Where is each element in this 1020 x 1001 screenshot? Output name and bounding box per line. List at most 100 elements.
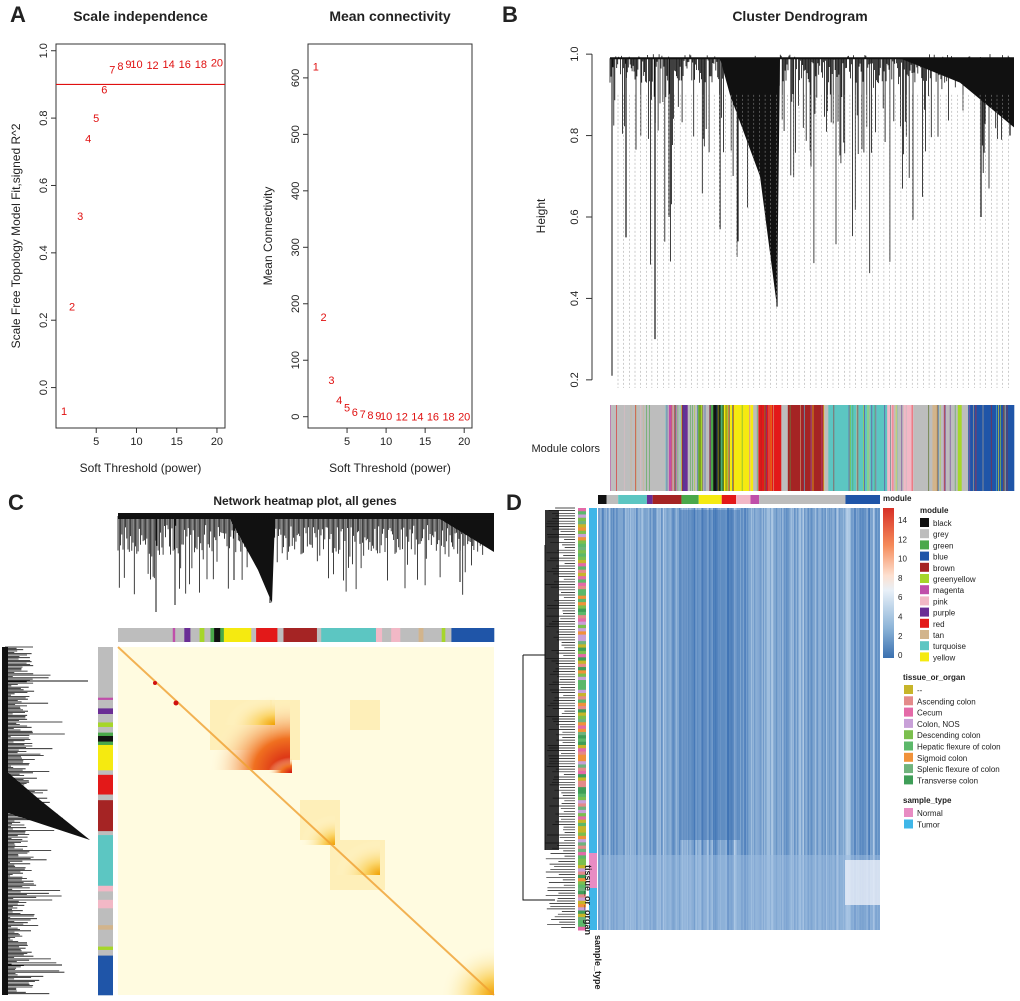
module-annotation-segment [646,495,653,504]
tissue-annotation-cell [578,550,586,554]
tissue-annotation-cell [578,744,586,749]
legend-label-tissue: Colon, NOS [917,720,960,729]
module-color-stripe [717,405,719,491]
heatmap-column-stripe [695,508,698,930]
heatmap-column-stripe [856,508,859,930]
top-module-segment [277,628,284,642]
tissue-annotation-cell [578,644,586,649]
heatmap-column-stripe [651,508,653,930]
sample-normal-segment [589,853,597,888]
heatmap-column-stripe [662,508,665,930]
tissue-annotation-cell [578,683,586,688]
module-color-stripe [687,405,689,491]
tissue-annotation-cell [578,602,586,606]
data-point-label: 14 [163,59,175,71]
heatmap-column-stripe [864,508,866,930]
module-color-stripe [849,405,851,491]
heatmap-column-stripe [665,508,668,930]
heatmap-column-stripe [848,508,850,930]
heatmap-column-stripe [703,508,705,930]
color-scale-tick: 2 [898,632,903,641]
module-annotation-segment [606,495,619,504]
legend-label-turquoise: turquoise [933,642,966,651]
tissue-annotation-cell [578,887,586,892]
tissue-annotation-cell [578,559,586,564]
module-color-segment [610,405,670,491]
tissue-annotation-cell [578,878,586,882]
tissue-annotation-cell [578,855,586,860]
tissue-annotation-cell [578,582,586,587]
heatmap-column-stripe [633,508,635,930]
heatmap-column-stripe [801,508,803,930]
heatmap-column-stripe [641,508,643,930]
heatmap-column-stripe [851,508,854,930]
heatmap-column-stripe [799,508,802,930]
heatmap-column-stripe [853,508,855,930]
heatmap-column-stripe [693,508,694,930]
dendrogram-mass [900,58,1014,128]
data-point-label: 20 [211,58,223,70]
tissue-annotation-cell [578,673,586,678]
heatmap-column-stripe [733,508,736,930]
y-axis-label: Scale Free Topology Model Fit,signed R^2 [9,123,23,348]
module-color-stripe [716,405,718,491]
tissue-annotation-cell [578,757,586,762]
left-module-segment [98,899,113,909]
heatmap-column-stripe [875,508,878,930]
heatmap-column-stripe [873,508,876,930]
y-tick-label: 0.6 [38,178,50,193]
heatmap-column-stripe [707,508,709,930]
tissue-annotation-cell [578,832,586,837]
heatmap-column-stripe [837,508,840,930]
legend-label-tissue: Hepatic flexure of colon [917,743,1001,752]
tissue-annotation-cell [578,842,586,847]
heatmap-column-stripe [680,508,682,930]
legend-swatch-blue [920,551,929,561]
top-module-segment [214,628,221,642]
module-color-segment [913,405,934,491]
heatmap-normal-block [600,855,880,930]
top-module-segment [199,628,205,642]
data-point-label: 9 [125,59,131,71]
legend-swatch-sample [904,808,913,817]
top-module-segment [256,628,278,642]
module-color-stripe [766,405,767,491]
heatmap-column-stripe [634,508,637,930]
color-scale-tick: 14 [898,516,907,525]
module-color-stripe [863,405,864,491]
heatmap-column-stripe [711,508,714,930]
data-point-label: 3 [328,375,334,387]
heatmap-column-stripe [709,508,711,930]
top-module-segment [175,628,185,642]
heatmap-column-stripe [868,508,871,930]
module-color-segment [957,405,963,491]
data-point-label: 4 [336,395,342,407]
heatmap-column-stripe [669,508,671,930]
plot-frame [307,43,473,429]
tissue-annotation-cell [578,693,586,697]
data-point-label: 7 [360,409,366,421]
module-color-stripe [697,405,699,491]
heatmap-column-stripe [783,508,785,930]
module-color-stripe [901,405,903,491]
top-module-segment [251,628,257,642]
heatmap-column-stripe [717,508,719,930]
tissue-annotation-cell [578,628,586,632]
heatmap-column-stripe [611,508,613,930]
module-color-segment [932,405,939,491]
tissue-annotation-cell [578,793,586,798]
module-color-stripe [727,405,729,491]
heatmap-column-stripe [701,508,703,930]
top-module-segment [441,628,446,642]
heatmap-column-stripe [652,508,655,930]
column-label-sample: sample_type [593,935,603,990]
data-point-label: 10 [130,59,142,71]
tissue-annotation-cell [578,738,586,743]
tissue-annotation-cell [578,624,586,629]
legend-swatch-tissue [904,718,913,728]
left-module-segment [98,714,113,723]
module-color-stripe [749,405,751,491]
left-module-segment [98,800,113,832]
tissue-annotation-cell [578,618,586,623]
heatmap-spot [173,700,179,706]
